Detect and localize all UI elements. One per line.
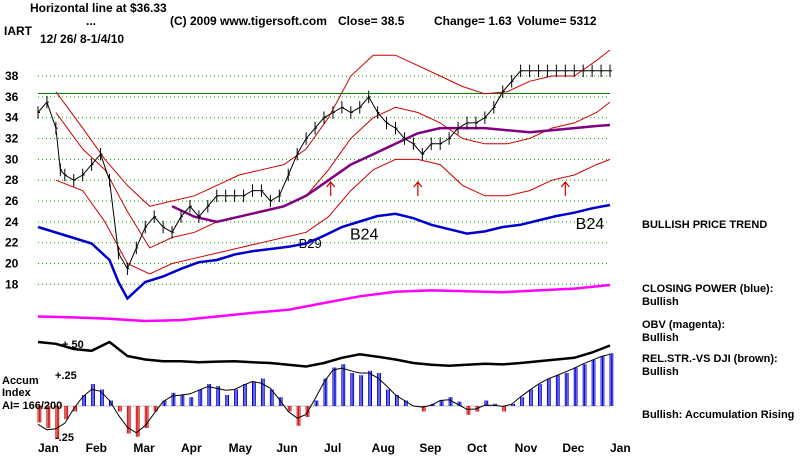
y-axis-ticks: 18 20 22 24 26 28 30 32 34 36 38 xyxy=(5,69,19,291)
month-label-5: Jun xyxy=(276,441,297,455)
signal-b24-1: B24 xyxy=(350,227,379,244)
price-grid xyxy=(38,75,610,285)
month-label-4: May xyxy=(229,441,253,455)
obv-line xyxy=(37,283,611,323)
header-change: Change= 1.63 xyxy=(434,14,512,28)
closing-power-label: CLOSING POWER (blue): xyxy=(642,283,773,295)
accum-level-minus25: -.25 xyxy=(55,432,74,444)
month-label-0: Jan xyxy=(38,441,59,455)
y-tick-label-30: 30 xyxy=(5,152,19,166)
indicator-panels xyxy=(37,203,611,368)
price-series xyxy=(37,49,612,275)
price-line xyxy=(37,70,610,270)
header-dots: ... xyxy=(86,14,96,28)
y-tick-label-34: 34 xyxy=(5,111,19,125)
month-label-11: Dec xyxy=(562,441,584,455)
header-copyright: (C) 2009 www.tigersoft.com xyxy=(170,14,327,28)
y-tick-label-28: 28 xyxy=(5,173,19,187)
relstr-line xyxy=(37,340,611,368)
y-tick-label-20: 20 xyxy=(5,257,19,271)
header-hline: Horizontal line at $36.33 xyxy=(30,1,167,15)
up-arrow xyxy=(413,181,423,196)
accum-status: Bullish: Accumulation Rising xyxy=(642,409,794,421)
month-label-6: Jul xyxy=(324,441,341,455)
accum-level-plus25: +.25 xyxy=(55,370,77,382)
accum-index-panel xyxy=(37,353,614,439)
obv-status: Bullish xyxy=(642,332,679,344)
accum-label-1: Accum xyxy=(2,375,39,387)
month-label-3: Apr xyxy=(181,441,202,455)
closing-power-line xyxy=(37,203,611,301)
y-tick-label-36: 36 xyxy=(5,90,19,104)
relstr-label: REL.STR.-VS DJI (brown): xyxy=(642,353,778,365)
month-label-2: Mar xyxy=(133,441,155,455)
month-label-8: Sep xyxy=(419,441,441,455)
month-label-10: Nov xyxy=(515,441,538,455)
accum-label-3: AI= 166/200 xyxy=(2,400,62,412)
up-arrow xyxy=(560,181,570,196)
header-volume: Volume= 5312 xyxy=(517,14,597,28)
header-daterange: 12/ 26/ 8-1/4/10 xyxy=(40,32,124,46)
y-tick-label-18: 18 xyxy=(5,277,19,291)
inner-band-line xyxy=(55,101,611,249)
closing-power-status: Bullish xyxy=(642,296,679,308)
obv-label: OBV (magenta): xyxy=(642,319,725,331)
y-tick-label-24: 24 xyxy=(5,215,19,229)
month-axis: Jan Feb Mar Apr May Jun Jul Aug Sep Oct Nov Dec Jan xyxy=(38,441,631,455)
y-tick-label-26: 26 xyxy=(5,194,19,208)
up-arrow xyxy=(326,181,336,196)
accum-level-plus50: +.50 xyxy=(62,339,84,351)
moving-average-line xyxy=(171,123,611,224)
bullish-price-trend: BULLISH PRICE TREND xyxy=(642,219,767,231)
y-tick-label-22: 22 xyxy=(5,236,19,250)
signal-b24-2: B24 xyxy=(576,216,605,233)
accum-label-2: Index xyxy=(2,387,32,399)
month-label-9: Oct xyxy=(467,441,487,455)
header-close: Close= 38.5 xyxy=(338,14,405,28)
month-label-1: Feb xyxy=(86,441,107,455)
y-tick-label-38: 38 xyxy=(5,69,19,83)
upper-band-line xyxy=(55,49,611,207)
month-label-12: Jan xyxy=(610,441,631,455)
relstr-status: Bullish xyxy=(642,366,679,378)
accum-smooth-line xyxy=(37,353,611,434)
month-label-7: Aug xyxy=(372,441,395,455)
y-tick-label-32: 32 xyxy=(5,132,19,146)
lower-band-line xyxy=(55,158,611,275)
header-ticker: IART xyxy=(4,24,33,38)
